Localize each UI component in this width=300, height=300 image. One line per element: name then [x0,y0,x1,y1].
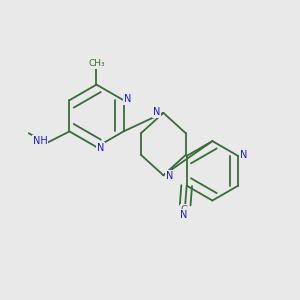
Text: N: N [153,107,160,117]
Text: CH₃: CH₃ [88,59,105,68]
Text: C: C [181,205,188,215]
Text: N: N [240,150,247,160]
Text: N: N [180,210,188,220]
Text: NH: NH [33,136,48,146]
Text: N: N [124,94,131,104]
Text: N: N [166,171,173,181]
Text: N: N [97,143,104,153]
